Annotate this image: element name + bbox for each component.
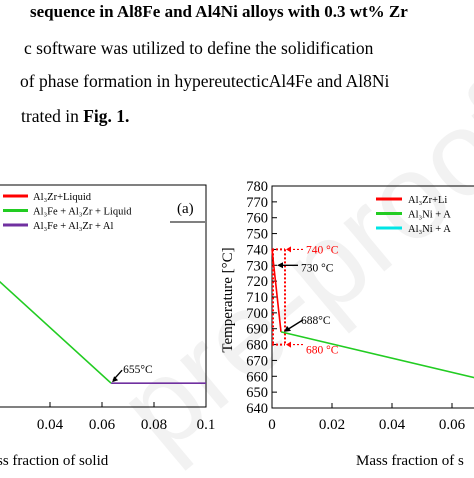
chart-b-annotation-label: 680 °C bbox=[306, 345, 339, 357]
chart-a-annotation-label: 655°C bbox=[123, 364, 153, 376]
chart-a-plot-area bbox=[0, 184, 207, 408]
chart-a-panel-label: (a) bbox=[177, 201, 194, 217]
paragraph-line-3: trated in Fig. 1. bbox=[21, 106, 129, 127]
chart-b-y-tick-label: 710 bbox=[246, 290, 268, 306]
chart-a-x-tick-label: 0.08 bbox=[141, 417, 167, 433]
chart-b-legend-label: Al₃Ni + A bbox=[408, 224, 451, 235]
chart-b-y-tick-label: 650 bbox=[246, 385, 268, 401]
chart-b-y-tick-label: 730 bbox=[246, 258, 268, 274]
chart-b-x-tick-label: 0.02 bbox=[319, 417, 345, 433]
chart-a-x-tick-label: 0.04 bbox=[37, 417, 64, 433]
chart-a-x-tick-label: 0.06 bbox=[89, 417, 116, 433]
chart-a: Al₃Zr+Liquid Al₃Fe + Al₃Zr + Liquid Al₃Fe … bbox=[0, 184, 216, 469]
chart-b-y-tick-label: 750 bbox=[246, 227, 268, 243]
chart-b-legend-label: Al₃Zr+Li bbox=[408, 195, 447, 206]
paragraph-line-2: of phase formation in hypereutecticAl4Fe… bbox=[20, 71, 390, 91]
chart-b-annotation-label: 740 °C bbox=[306, 244, 339, 256]
chart-b-annotation-arrowhead bbox=[286, 246, 291, 253]
chart-b-annotations: 740 °C 730 °C 688°C 680 °C bbox=[277, 244, 339, 357]
chart-b-annotation-arrowhead bbox=[286, 341, 291, 348]
chart-b-series-line bbox=[271, 249, 282, 332]
chart-b-y-label: Temperature [°C] bbox=[220, 247, 236, 352]
chart-a-legend-label: Al₃Fe + Al₃Zr + Al bbox=[33, 221, 113, 232]
chart-a-series bbox=[0, 280, 206, 385]
chart-a-x-tick-label: 0.1 bbox=[197, 417, 216, 433]
chart-b-y-tick-label: 770 bbox=[246, 195, 268, 211]
chart-b-y-tick-label: 740 bbox=[246, 242, 268, 258]
chart-b-legend-label: Al₃Ni + A bbox=[408, 210, 451, 221]
chart-b-x-label: Mass fraction of s bbox=[356, 453, 464, 469]
chart-a-legend-label: Al₃Zr+Liquid bbox=[33, 192, 92, 203]
chart-b-y-tick-label: 760 bbox=[246, 211, 268, 227]
chart-b-y-tick-label: 660 bbox=[246, 369, 268, 385]
chart-b-series bbox=[271, 249, 474, 379]
paragraph-line-1: c software was utilized to define the so… bbox=[24, 38, 374, 58]
chart-b-y-tick-label: 670 bbox=[246, 353, 268, 369]
chart-b-x-tick-label: 0.06 bbox=[439, 417, 466, 433]
chart-a-x-ticks: 0.04 0.06 0.08 0.1 bbox=[37, 402, 216, 433]
chart-b-y-tick-label: 700 bbox=[246, 306, 268, 322]
paragraph-line-3-text: trated in bbox=[21, 106, 84, 126]
chart-b-y-tick-label: 720 bbox=[246, 274, 268, 290]
chart-b-y-tick-label: 640 bbox=[246, 401, 268, 417]
chart-b-annotation-arrowhead bbox=[284, 325, 291, 332]
chart-b-annotation-label: 730 °C bbox=[301, 262, 334, 274]
chart-b-y-tick-label: 680 bbox=[246, 338, 268, 354]
chart-b-x-tick-label: 0 bbox=[268, 417, 276, 433]
figure-reference: Fig. 1. bbox=[83, 106, 130, 126]
chart-b: Temperature [°C] 78077076075074073072071… bbox=[220, 179, 474, 469]
chart-a-x-label: ss fraction of solid bbox=[0, 453, 109, 469]
chart-b-y-tick-label: 780 bbox=[246, 179, 268, 195]
chart-b-annotation-arrow bbox=[286, 319, 304, 331]
chart-b-x-tick-label: 0.04 bbox=[379, 417, 406, 433]
chart-a-legend-label: Al₃Fe + Al₃Zr + Liquid bbox=[33, 207, 132, 218]
chart-b-series-line bbox=[280, 331, 474, 379]
chart-b-x-ticks: 0 0.02 0.04 0.06 bbox=[268, 403, 466, 433]
chart-b-legend: Al₃Zr+Li Al₃Ni + A Al₃Ni + A bbox=[376, 195, 451, 235]
chart-b-y-ticks: 7807707607507407307207107006906806706606… bbox=[246, 179, 277, 417]
chart-b-annotation-label: 688°C bbox=[301, 315, 331, 327]
chart-a-annotations: 655°C bbox=[112, 364, 153, 383]
chart-a-legend: Al₃Zr+Liquid Al₃Fe + Al₃Zr + Liquid Al₃Fe … bbox=[3, 192, 132, 232]
chart-b-y-tick-label: 690 bbox=[246, 322, 268, 338]
chart-a-annotation-arrowhead bbox=[112, 376, 119, 383]
chart-a-series-line bbox=[0, 280, 112, 384]
chart-b-annotation-arrowhead bbox=[277, 262, 283, 269]
